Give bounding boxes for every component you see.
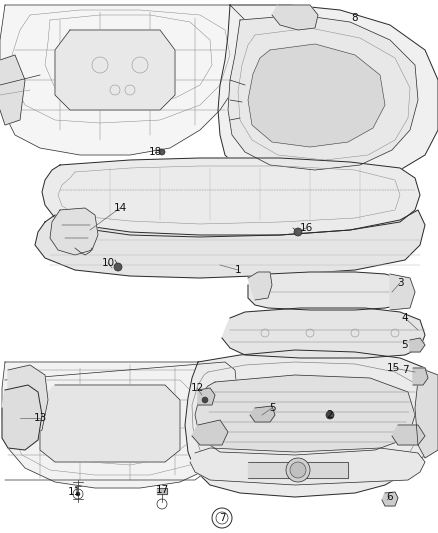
Text: 12: 12 <box>191 383 204 393</box>
Text: 15: 15 <box>386 363 399 373</box>
Text: 4: 4 <box>402 313 408 323</box>
Polygon shape <box>40 385 180 462</box>
Polygon shape <box>0 5 250 155</box>
Text: 11: 11 <box>67 487 81 497</box>
Text: 10: 10 <box>102 258 115 268</box>
Text: 13: 13 <box>33 413 46 423</box>
Polygon shape <box>192 420 228 445</box>
Text: 7: 7 <box>402 365 408 375</box>
Polygon shape <box>2 362 232 488</box>
Polygon shape <box>222 308 425 358</box>
Polygon shape <box>248 272 272 300</box>
Circle shape <box>114 263 122 271</box>
Polygon shape <box>272 5 318 30</box>
Circle shape <box>76 492 80 496</box>
Polygon shape <box>413 368 428 385</box>
Circle shape <box>286 458 310 482</box>
Polygon shape <box>42 158 420 237</box>
Polygon shape <box>190 448 425 485</box>
Text: 3: 3 <box>397 278 403 288</box>
Text: 8: 8 <box>352 13 358 23</box>
Polygon shape <box>185 350 438 497</box>
Polygon shape <box>382 492 398 506</box>
Text: 7: 7 <box>219 513 225 523</box>
Text: 16: 16 <box>300 223 313 233</box>
Polygon shape <box>392 425 425 445</box>
Polygon shape <box>390 274 415 310</box>
Polygon shape <box>55 30 175 110</box>
Text: 2: 2 <box>327 410 333 420</box>
Circle shape <box>294 228 302 236</box>
Text: 18: 18 <box>148 147 162 157</box>
Text: 17: 17 <box>155 485 169 495</box>
Polygon shape <box>8 365 48 440</box>
Polygon shape <box>415 370 438 458</box>
Circle shape <box>290 462 306 478</box>
Polygon shape <box>50 208 98 255</box>
Polygon shape <box>35 210 425 278</box>
Polygon shape <box>250 406 275 422</box>
Polygon shape <box>248 44 385 147</box>
Polygon shape <box>248 462 348 478</box>
Circle shape <box>326 411 334 419</box>
Polygon shape <box>198 388 215 405</box>
Polygon shape <box>228 15 418 170</box>
Text: 5: 5 <box>268 403 276 413</box>
Circle shape <box>159 149 165 155</box>
Polygon shape <box>248 272 408 310</box>
Polygon shape <box>218 5 438 185</box>
Polygon shape <box>410 338 425 352</box>
Polygon shape <box>195 375 415 455</box>
Text: 6: 6 <box>387 492 393 502</box>
Polygon shape <box>2 385 42 450</box>
Circle shape <box>202 397 208 403</box>
Polygon shape <box>0 55 25 125</box>
Text: 1: 1 <box>235 265 241 275</box>
Polygon shape <box>157 488 167 494</box>
Text: 5: 5 <box>402 340 408 350</box>
Text: 14: 14 <box>113 203 127 213</box>
